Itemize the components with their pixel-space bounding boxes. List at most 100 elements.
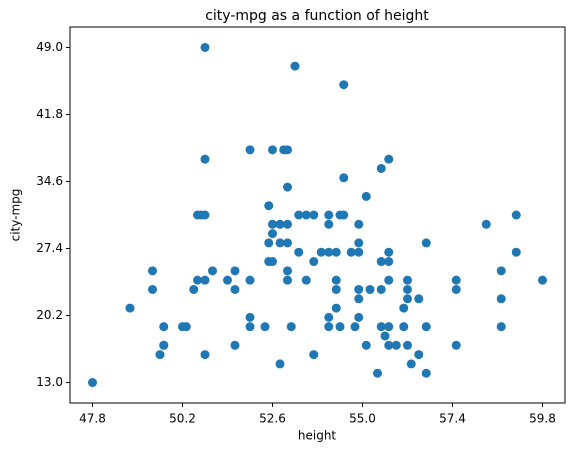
scatter-point <box>451 340 461 350</box>
scatter-point <box>361 191 371 201</box>
scatter-point <box>283 266 292 276</box>
scatter-point <box>376 322 386 332</box>
x-tick-label: 52.6 <box>259 412 286 426</box>
scatter-point <box>200 210 210 220</box>
scatter-point <box>230 340 240 350</box>
scatter-point <box>335 322 345 332</box>
scatter-point <box>451 275 461 285</box>
scatter-point <box>290 61 300 71</box>
scatter-point <box>354 219 364 229</box>
scatter-point <box>384 257 394 267</box>
scatter-point <box>373 368 382 378</box>
scatter-point <box>200 42 210 52</box>
scatter-point <box>268 219 277 229</box>
x-axis-label: height <box>298 429 337 443</box>
y-tick-label: 20.2 <box>36 308 63 322</box>
scatter-point <box>414 294 424 304</box>
y-axis-label: city-mpg <box>9 189 23 242</box>
scatter-point <box>230 284 240 294</box>
x-tick-label: 47.8 <box>79 412 106 426</box>
scatter-point <box>403 275 412 285</box>
scatter-point <box>350 322 360 332</box>
scatter-point <box>538 275 547 285</box>
scatter-point <box>384 154 394 164</box>
scatter-point <box>354 284 364 294</box>
scatter-point <box>496 322 506 332</box>
scatter-point <box>421 238 431 248</box>
scatter-point <box>294 247 304 257</box>
scatter-point <box>189 284 199 294</box>
y-tick-label: 27.4 <box>36 241 63 255</box>
scatter-point <box>159 322 169 332</box>
scatter-point <box>283 182 292 192</box>
y-tick-label: 49.0 <box>36 40 63 54</box>
scatter-point <box>260 322 270 332</box>
scatter-point <box>376 163 386 173</box>
scatter-point <box>399 322 409 332</box>
scatter-point <box>384 322 394 332</box>
scatter-point <box>511 210 521 220</box>
scatter-point <box>283 238 292 248</box>
scatter-point <box>376 257 386 267</box>
scatter-point <box>354 247 364 257</box>
scatter-point <box>294 210 304 220</box>
scatter-point <box>148 266 157 276</box>
scatter-point <box>275 238 285 248</box>
scatter-point <box>125 303 135 313</box>
scatter-point <box>324 247 334 257</box>
scatter-point <box>361 340 371 350</box>
scatter-point <box>403 340 412 350</box>
scatter-point <box>200 350 210 360</box>
scatter-point <box>316 247 326 257</box>
scatter-point <box>283 145 292 155</box>
scatter-point <box>181 322 191 332</box>
scatter-point <box>354 294 364 304</box>
scatter-point <box>384 340 394 350</box>
scatter-point <box>230 266 240 276</box>
scatter-point <box>451 284 461 294</box>
x-tick-label: 55.0 <box>349 412 376 426</box>
scatter-point <box>268 145 277 155</box>
scatter-point <box>275 359 285 369</box>
scatter-point <box>331 247 341 257</box>
scatter-point <box>324 210 334 220</box>
scatter-point <box>331 303 341 313</box>
scatter-point <box>159 340 169 350</box>
scatter-point <box>223 275 232 285</box>
scatter-point <box>414 350 424 360</box>
scatter-point <box>275 219 285 229</box>
scatter-point <box>245 312 255 322</box>
scatter-point <box>324 312 334 322</box>
scatter-point <box>365 284 375 294</box>
scatter-point <box>376 284 386 294</box>
scatter-point <box>406 359 416 369</box>
scatter-point <box>301 275 311 285</box>
scatter-point <box>391 340 401 350</box>
scatter-point <box>496 294 506 304</box>
scatter-point <box>384 247 394 257</box>
scatter-point <box>403 294 412 304</box>
scatter-point <box>245 145 255 155</box>
scatter-point <box>208 266 217 276</box>
scatter-point <box>324 219 334 229</box>
scatter-point <box>286 322 296 332</box>
x-tick-label: 50.2 <box>169 412 196 426</box>
scatter-point <box>309 350 319 360</box>
scatter-point <box>88 378 97 388</box>
x-tick-label: 59.8 <box>529 412 556 426</box>
y-tick-label: 41.8 <box>36 107 63 121</box>
scatter-point <box>354 238 364 248</box>
scatter-point <box>148 284 157 294</box>
scatter-point <box>193 275 202 285</box>
scatter-point <box>339 80 349 90</box>
scatter-point <box>283 219 292 229</box>
scatter-point <box>481 219 491 229</box>
plot-frame <box>69 26 566 404</box>
scatter-point <box>403 284 412 294</box>
scatter-point <box>245 322 255 332</box>
scatter-point <box>399 303 409 313</box>
scatter-point <box>339 210 349 220</box>
y-tick-label: 13.0 <box>36 375 63 389</box>
scatter-point <box>264 238 274 248</box>
